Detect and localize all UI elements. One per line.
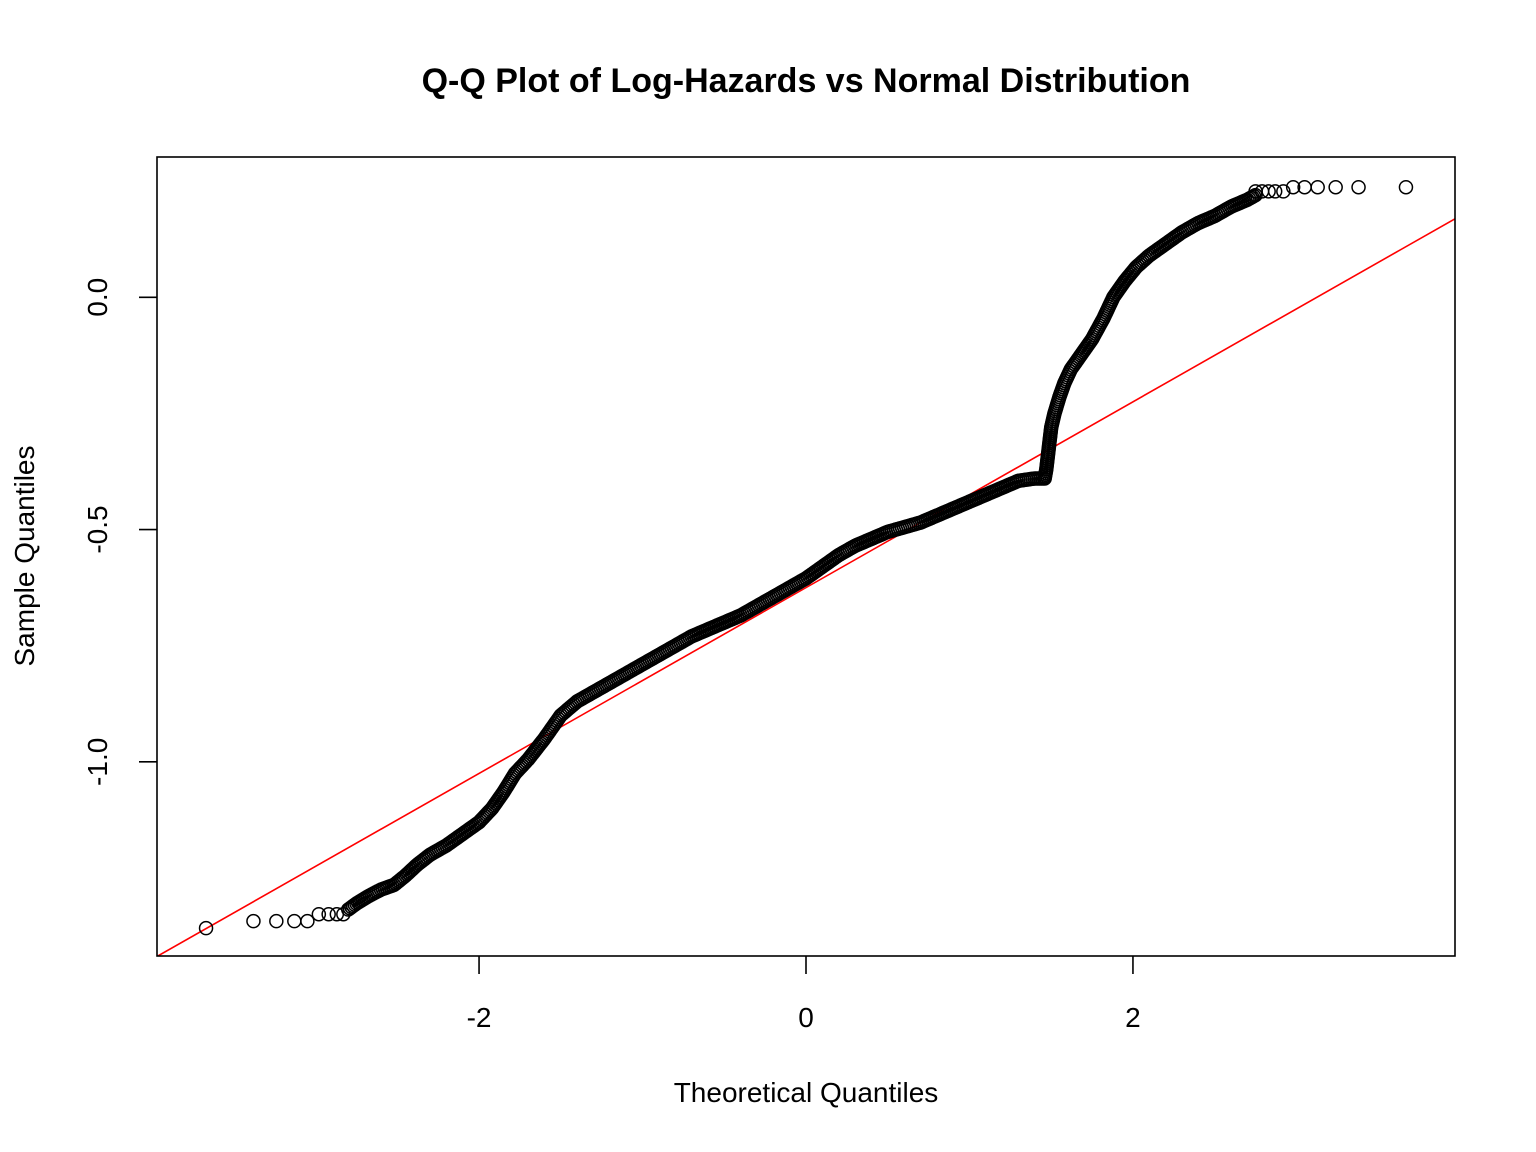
data-point [321,906,336,922]
data-point [1351,179,1366,195]
x-tick-label: 0 [798,1002,814,1033]
data-point [1276,184,1291,199]
data-point [1328,179,1343,195]
y-tick-label: -0.5 [82,505,113,553]
data-point [269,913,284,929]
data-point [1297,179,1312,195]
x-axis-label: Theoretical Quantiles [674,1077,939,1108]
x-tick-label: -2 [467,1002,492,1033]
data-point [198,920,214,936]
y-tick-label: -1.0 [82,738,113,786]
data-point [311,906,327,922]
y-axis-label: Sample Quantiles [9,445,40,666]
plot-region [157,179,1455,956]
y-axis: -1.0 -0.5 0.0 [82,278,157,786]
data-point [246,913,261,929]
chart-title: Q-Q Plot of Log-Hazards vs Normal Distri… [422,62,1191,100]
data-point [1398,179,1414,195]
data-point [300,913,315,929]
x-axis: -2 0 2 [467,956,1141,1033]
data-point [1285,179,1301,195]
data-points [198,179,1414,936]
x-tick-label: 2 [1125,1002,1141,1033]
reference-line [157,218,1455,956]
data-point [1248,187,1263,203]
y-tick-label: 0.0 [82,278,113,317]
